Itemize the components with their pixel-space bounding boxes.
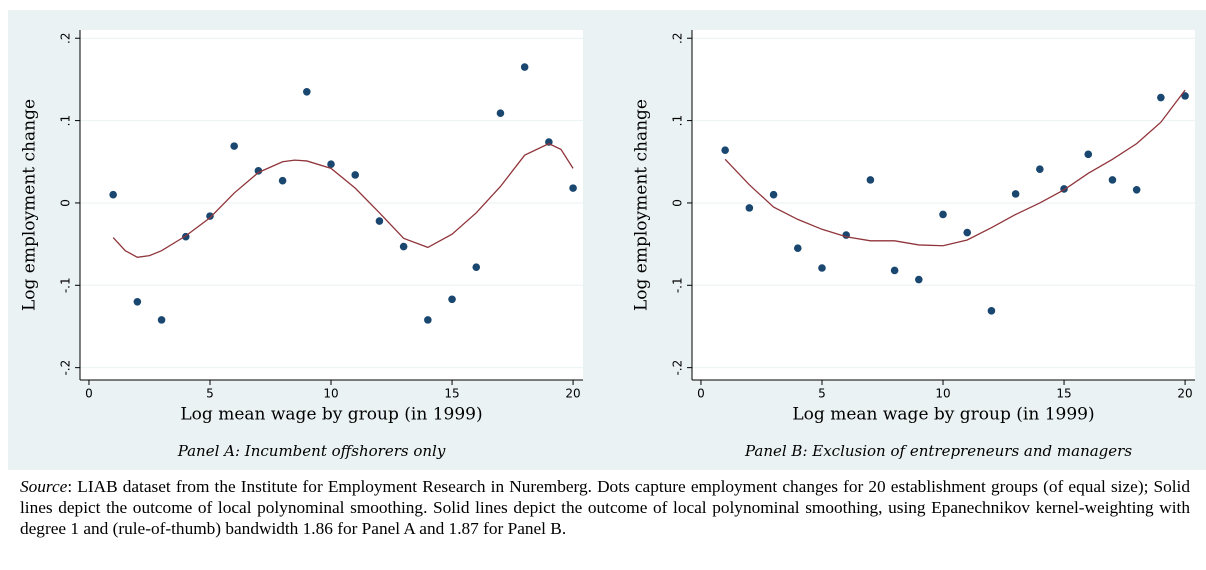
x-tick-label: 5	[206, 387, 214, 401]
x-tick-label: 0	[85, 387, 93, 401]
x-tick-label: 5	[818, 387, 826, 401]
source-note: Source: LIAB dataset from the Institute …	[20, 476, 1190, 539]
x-axis-label: Log mean wage by group (in 1999)	[792, 405, 1094, 425]
data-point	[793, 244, 802, 253]
data-point	[769, 190, 778, 199]
smooth-line	[724, 89, 1186, 247]
y-tick-label: 0	[671, 199, 685, 207]
data-point	[1181, 92, 1189, 100]
source-text: : LIAB dataset from the Institute for Em…	[20, 477, 1190, 538]
data-point	[327, 160, 335, 169]
data-point	[1108, 176, 1117, 184]
y-axis-label: Log employment change	[632, 99, 652, 311]
y-tick-label: .2	[671, 33, 685, 44]
x-tick-label: 20	[1177, 387, 1192, 401]
data-point	[963, 228, 972, 237]
data-point	[939, 210, 947, 219]
data-point	[206, 212, 214, 220]
data-point	[399, 242, 408, 251]
panel-caption: Panel A: Incumbent offshorers only	[177, 442, 446, 460]
data-point	[987, 307, 996, 315]
y-tick-label: .2	[59, 33, 73, 44]
data-point	[254, 167, 263, 175]
data-point	[1011, 190, 1020, 198]
data-point	[569, 184, 577, 192]
y-tick-label: 0	[59, 199, 73, 207]
data-point	[472, 263, 481, 271]
x-tick-label: 0	[697, 387, 705, 401]
data-point	[157, 316, 166, 324]
data-point	[351, 171, 360, 179]
data-point	[133, 297, 142, 306]
data-point	[424, 316, 432, 324]
panel-caption: Panel B: Exclusion of entrepreneurs and …	[744, 442, 1132, 460]
smooth-line	[112, 142, 574, 258]
x-tick-label: 15	[1056, 387, 1071, 401]
data-point	[278, 176, 287, 185]
y-tick-label: -.1	[59, 277, 73, 293]
y-tick-label: -.2	[671, 360, 685, 376]
data-point	[915, 275, 923, 284]
data-point	[375, 217, 384, 225]
data-point	[109, 190, 117, 199]
x-axis-label: Log mean wage by group (in 1999)	[180, 405, 482, 425]
data-point	[1132, 185, 1141, 194]
data-point	[1036, 165, 1044, 173]
data-point	[818, 264, 826, 272]
data-point	[303, 87, 311, 96]
data-point	[496, 109, 505, 117]
y-axis-label: Log employment change	[20, 99, 40, 311]
y-tick-label: .1	[59, 115, 73, 126]
y-tick-label: -.2	[59, 360, 73, 376]
data-point	[230, 142, 238, 150]
data-point	[448, 295, 456, 304]
charts: -.2 -.1 0 .1 .2 0 5 10 15 20 Log mean wage by grou…	[8, 10, 1206, 470]
data-point	[890, 266, 899, 275]
source-label: Source	[20, 477, 68, 496]
data-point	[1084, 150, 1093, 159]
data-point	[866, 176, 875, 184]
x-tick-label: 20	[565, 387, 580, 401]
x-tick-label: 10	[935, 387, 950, 401]
data-point	[520, 63, 529, 71]
x-tick-label: 15	[444, 387, 459, 401]
data-point	[1157, 93, 1165, 102]
plot-area	[692, 30, 1195, 380]
plot-area	[80, 30, 583, 380]
data-point	[721, 146, 729, 155]
x-tick-label: 10	[323, 387, 338, 401]
y-tick-label: -.1	[671, 277, 685, 293]
y-tick-label: .1	[671, 115, 685, 126]
data-point	[745, 204, 754, 212]
